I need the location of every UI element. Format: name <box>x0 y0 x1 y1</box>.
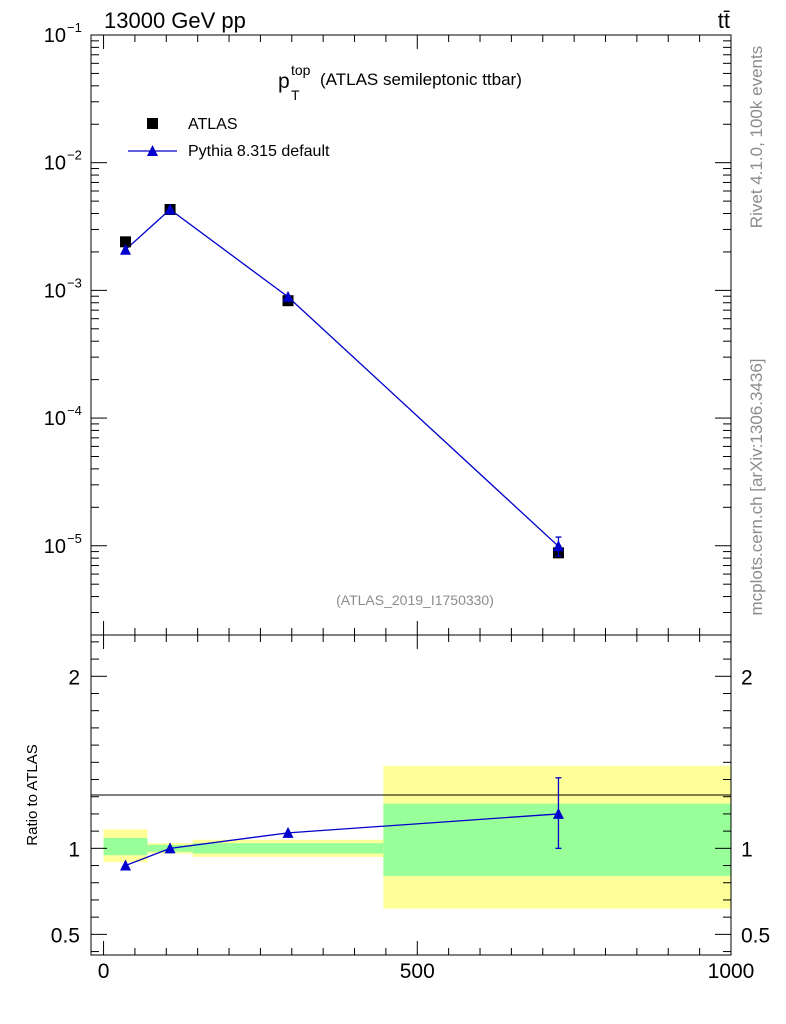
main-ytick-label: 10 <box>44 25 66 47</box>
main-ytick-label: 10 <box>44 408 66 430</box>
main-ytick-exponent: −3 <box>67 275 82 290</box>
main-atlas-point <box>120 236 132 248</box>
ratio-ytick-label-left: 2 <box>68 666 80 689</box>
ratio-mc-point <box>120 859 132 871</box>
ratio-mc-point <box>552 807 564 819</box>
ratio-ytick-label-left: 0.5 <box>51 924 80 947</box>
main-ytick-label: 10 <box>44 153 66 175</box>
plot-title-sub: T <box>291 87 300 103</box>
main-ytick-exponent: −5 <box>67 531 82 546</box>
ratio-ytick-label-right: 1 <box>741 838 753 861</box>
plot-title-rest: (ATLAS semileptonic ttbar) <box>320 70 522 89</box>
legend: ATLAS Pythia 8.315 default <box>128 116 330 160</box>
rivet-label: Rivet 4.1.0, 100k events <box>747 46 766 228</box>
ratio-xtick-label: 0 <box>98 960 110 983</box>
main-mc-point <box>164 203 176 215</box>
main-frame <box>90 34 732 636</box>
main-ytick-label: 10 <box>44 536 66 558</box>
ratio-mc-line <box>125 813 559 867</box>
ratio-xtick-label: 1000 <box>708 960 755 983</box>
legend-atlas-label: ATLAS <box>188 116 238 133</box>
ratio-mc-point <box>164 842 176 854</box>
ratio-band-inner <box>192 843 384 854</box>
ratio-ytick-label-right: 2 <box>741 666 753 689</box>
main-mc-point <box>282 290 294 302</box>
main-ytick-exponent: −2 <box>67 148 82 163</box>
main-plot: 10−510−410−310−210−1 p top T (ATLAS semi… <box>44 20 732 636</box>
ratio-frame <box>90 634 732 956</box>
legend-mc-marker <box>147 145 158 156</box>
plot-title-sup: top <box>291 62 311 78</box>
main-mc-line <box>125 208 559 547</box>
main-mc-point <box>120 243 132 255</box>
ratio-ytick-label-left: 1 <box>68 838 80 861</box>
ratio-ytick-label-right: 0.5 <box>741 924 770 947</box>
ratio-plot: 0.5 0.5 1 1 2 2 0 500 1000 Ratio to ATLAS <box>24 634 770 983</box>
energy-label: 13000 GeV pp <box>104 8 246 33</box>
plot-title-p: p <box>278 70 290 93</box>
legend-atlas-marker <box>147 118 158 129</box>
analysis-id: (ATLAS_2019_I1750330) <box>336 592 494 608</box>
main-ytick-exponent: −1 <box>67 20 82 35</box>
process-label: tt̄ <box>718 8 730 33</box>
ratio-ylabel: Ratio to ATLAS <box>24 744 41 845</box>
main-ytick-label: 10 <box>44 280 66 302</box>
ratio-xtick-label: 500 <box>400 960 435 983</box>
ratio-band-inner <box>103 838 148 856</box>
main-ytick-exponent: −4 <box>67 403 82 418</box>
mcplots-label: mcplots.cern.ch [arXiv:1306.3436] <box>747 358 766 615</box>
ratio-mc-point <box>282 826 294 838</box>
main-mc-point <box>552 540 564 552</box>
legend-mc-label: Pythia 8.315 default <box>188 143 330 160</box>
